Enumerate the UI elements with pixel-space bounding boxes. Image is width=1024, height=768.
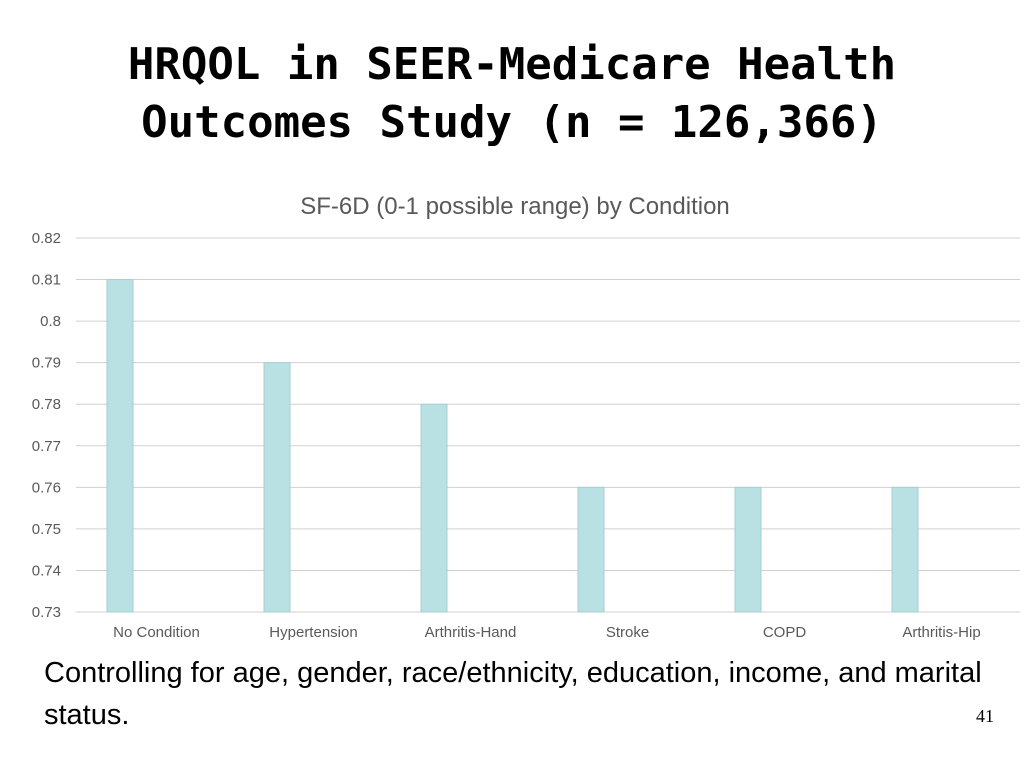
bar-stroke bbox=[577, 486, 605, 613]
y-tick-label: 0.82 bbox=[32, 230, 61, 247]
bar-arthritis-hand bbox=[420, 403, 448, 613]
y-tick-label: 0.8 bbox=[40, 313, 61, 330]
page-number: 41 bbox=[976, 706, 994, 726]
bar-copd bbox=[734, 486, 762, 613]
chart-title: SF-6D (0-1 possible range) by Condition bbox=[300, 193, 730, 220]
footnote: Controlling for age, gender, race/ethnic… bbox=[44, 657, 982, 731]
x-category-label: Stroke bbox=[606, 624, 649, 641]
y-tick-label: 0.78 bbox=[32, 396, 61, 413]
x-category-label: Arthritis-Hand bbox=[425, 624, 517, 641]
x-axis-category-labels: No Condition Hypertension Arthritis-Hand St… bbox=[113, 624, 981, 641]
y-axis-tick-labels: 0.73 0.74 0.75 0.76 0.77 0.78 0.79 0.8 0.81 0.82 bbox=[32, 230, 61, 621]
y-tick-label: 0.75 bbox=[32, 521, 61, 538]
x-category-label: Hypertension bbox=[269, 624, 357, 641]
x-category-label: No Condition bbox=[113, 624, 200, 641]
slide-title-line-1: HRQOL in SEER-Medicare Health bbox=[127, 39, 897, 90]
y-tick-label: 0.81 bbox=[32, 272, 61, 289]
slide-title: HRQOL in SEER-Medicare Health Outcomes S… bbox=[0, 36, 1024, 152]
bar-no-condition bbox=[106, 279, 134, 613]
bar-chart: SF-6D (0-1 possible range) by Condition … bbox=[32, 193, 1020, 641]
y-tick-label: 0.77 bbox=[32, 438, 61, 455]
bars bbox=[106, 279, 919, 613]
x-category-label: COPD bbox=[763, 624, 807, 641]
slide-title-line-2: Outcomes Study (n = 126,366) bbox=[141, 97, 883, 148]
y-tick-label: 0.73 bbox=[32, 604, 61, 621]
y-tick-label: 0.79 bbox=[32, 355, 61, 372]
bar-arthritis-hip bbox=[891, 486, 919, 613]
bar-hypertension bbox=[263, 362, 291, 613]
y-tick-label: 0.74 bbox=[32, 562, 61, 579]
y-tick-label: 0.76 bbox=[32, 479, 61, 496]
x-category-label: Arthritis-Hip bbox=[902, 624, 980, 641]
gridlines bbox=[76, 237, 1020, 613]
